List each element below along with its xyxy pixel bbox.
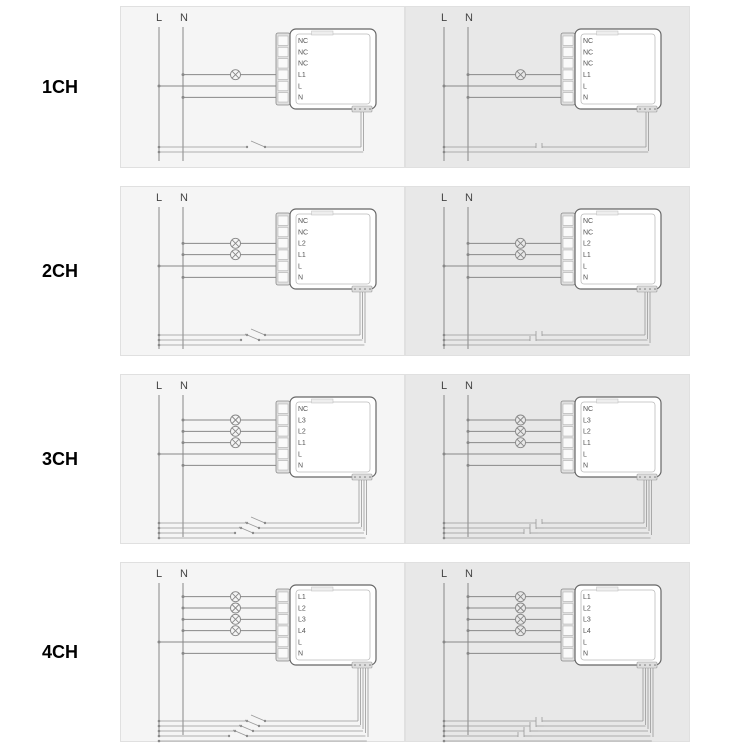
svg-text:L2: L2 bbox=[298, 429, 306, 436]
row-label: 2CH bbox=[0, 261, 120, 282]
svg-text:L: L bbox=[583, 83, 587, 90]
row-label: 3CH bbox=[0, 449, 120, 470]
svg-text:N: N bbox=[298, 95, 303, 102]
svg-text:L3: L3 bbox=[298, 617, 306, 624]
svg-text:N: N bbox=[180, 192, 188, 204]
svg-text:L: L bbox=[298, 639, 302, 646]
panels: LNNCNCNCL1LNLNNCNCNCL1LN bbox=[120, 6, 750, 168]
panels: LNNCNCL2L1LNLNNCNCL2L1LN bbox=[120, 186, 750, 356]
svg-text:L2: L2 bbox=[298, 241, 306, 248]
svg-text:L1: L1 bbox=[583, 594, 591, 601]
svg-text:L2: L2 bbox=[583, 605, 591, 612]
svg-text:L: L bbox=[156, 192, 162, 204]
svg-text:NC: NC bbox=[583, 49, 593, 56]
wiring-panel-left: LNNCNCL2L1LN bbox=[120, 186, 405, 356]
row-label: 1CH bbox=[0, 77, 120, 98]
svg-text:L2: L2 bbox=[583, 429, 591, 436]
svg-text:N: N bbox=[583, 463, 588, 470]
wiring-panel-left: LNNCL3L2L1LN bbox=[120, 374, 405, 544]
svg-text:N: N bbox=[465, 12, 473, 24]
svg-text:N: N bbox=[298, 275, 303, 282]
diagram-row-3: 3CHLNNCL3L2L1LNLNNCL3L2L1LN bbox=[0, 374, 750, 544]
svg-text:N: N bbox=[583, 95, 588, 102]
svg-text:L1: L1 bbox=[583, 440, 591, 447]
diagram-row-2: 2CHLNNCNCL2L1LNLNNCNCL2L1LN bbox=[0, 186, 750, 356]
svg-text:L1: L1 bbox=[298, 594, 306, 601]
svg-text:N: N bbox=[583, 275, 588, 282]
svg-text:L: L bbox=[583, 263, 587, 270]
svg-text:L: L bbox=[298, 83, 302, 90]
svg-text:N: N bbox=[465, 568, 473, 580]
svg-text:NC: NC bbox=[583, 38, 593, 45]
svg-text:L1: L1 bbox=[583, 252, 591, 259]
wiring-panel-left: LNL1L2L3L4LN bbox=[120, 562, 405, 742]
svg-text:L: L bbox=[156, 12, 162, 24]
svg-text:L: L bbox=[441, 380, 447, 392]
svg-text:L1: L1 bbox=[298, 252, 306, 259]
svg-text:L: L bbox=[441, 192, 447, 204]
wiring-panel-right: LNL1L2L3L4LN bbox=[405, 562, 690, 742]
svg-text:L2: L2 bbox=[583, 241, 591, 248]
svg-text:NC: NC bbox=[298, 406, 308, 413]
svg-text:L4: L4 bbox=[583, 628, 591, 635]
svg-text:NC: NC bbox=[298, 49, 308, 56]
svg-text:N: N bbox=[583, 651, 588, 658]
svg-text:NC: NC bbox=[583, 406, 593, 413]
panels: LNNCL3L2L1LNLNNCL3L2L1LN bbox=[120, 374, 750, 544]
wiring-panel-right: LNNCNCNCL1LN bbox=[405, 6, 690, 168]
svg-text:L1: L1 bbox=[298, 440, 306, 447]
svg-text:L: L bbox=[583, 639, 587, 646]
wiring-panel-left: LNNCNCNCL1LN bbox=[120, 6, 405, 168]
svg-text:L: L bbox=[441, 12, 447, 24]
svg-text:L3: L3 bbox=[583, 617, 591, 624]
svg-text:N: N bbox=[465, 192, 473, 204]
svg-text:NC: NC bbox=[298, 61, 308, 68]
wiring-panel-right: LNNCNCL2L1LN bbox=[405, 186, 690, 356]
svg-text:N: N bbox=[298, 463, 303, 470]
svg-text:L: L bbox=[298, 263, 302, 270]
row-label: 4CH bbox=[0, 642, 120, 663]
diagram-row-1: 1CHLNNCNCNCL1LNLNNCNCNCL1LN bbox=[0, 6, 750, 168]
svg-text:L: L bbox=[441, 568, 447, 580]
svg-text:L3: L3 bbox=[583, 417, 591, 424]
svg-text:NC: NC bbox=[583, 218, 593, 225]
svg-text:L: L bbox=[583, 451, 587, 458]
svg-text:N: N bbox=[180, 380, 188, 392]
svg-text:L1: L1 bbox=[298, 72, 306, 79]
svg-text:N: N bbox=[180, 568, 188, 580]
svg-text:NC: NC bbox=[298, 218, 308, 225]
svg-text:L: L bbox=[298, 451, 302, 458]
svg-text:N: N bbox=[180, 12, 188, 24]
svg-text:L: L bbox=[156, 568, 162, 580]
diagram-row-4: 4CHLNL1L2L3L4LNLNL1L2L3L4LN bbox=[0, 562, 750, 742]
svg-text:NC: NC bbox=[583, 61, 593, 68]
panels: LNL1L2L3L4LNLNL1L2L3L4LN bbox=[120, 562, 750, 742]
svg-text:N: N bbox=[298, 651, 303, 658]
svg-text:N: N bbox=[465, 380, 473, 392]
wiring-panel-right: LNNCL3L2L1LN bbox=[405, 374, 690, 544]
svg-text:NC: NC bbox=[583, 229, 593, 236]
svg-text:NC: NC bbox=[298, 38, 308, 45]
svg-text:L: L bbox=[156, 380, 162, 392]
svg-text:L1: L1 bbox=[583, 72, 591, 79]
svg-text:NC: NC bbox=[298, 229, 308, 236]
svg-text:L2: L2 bbox=[298, 605, 306, 612]
svg-text:L4: L4 bbox=[298, 628, 306, 635]
svg-text:L3: L3 bbox=[298, 417, 306, 424]
